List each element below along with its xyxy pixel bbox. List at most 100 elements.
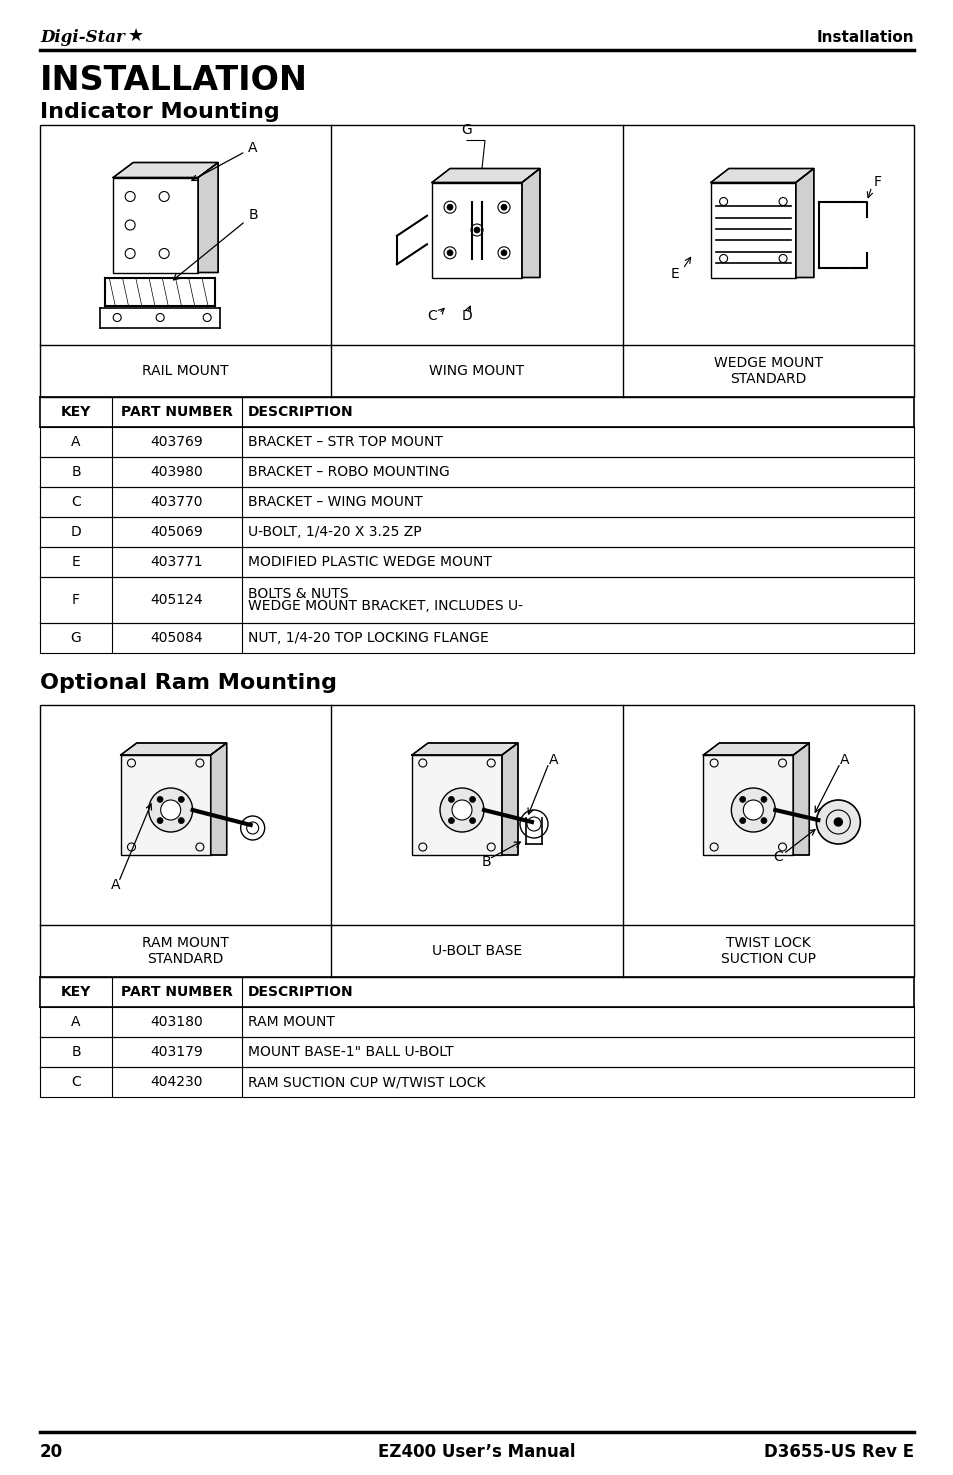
Text: C: C [773, 850, 782, 864]
Circle shape [739, 796, 745, 802]
Polygon shape [432, 168, 539, 183]
Text: B: B [71, 465, 81, 479]
Circle shape [178, 817, 184, 823]
Bar [40, 705, 913, 976]
Circle shape [731, 788, 775, 832]
Bar [702, 755, 793, 856]
Text: 403771: 403771 [151, 555, 203, 569]
Circle shape [160, 799, 180, 820]
Circle shape [439, 788, 483, 832]
Text: RAM MOUNT: RAM MOUNT [248, 1015, 335, 1030]
Bar [710, 183, 795, 277]
Text: PART NUMBER: PART NUMBER [121, 406, 233, 419]
Text: B: B [173, 208, 257, 280]
Text: MODIFIED PLASTIC WEDGE MOUNT: MODIFIED PLASTIC WEDGE MOUNT [248, 555, 492, 569]
Circle shape [519, 810, 547, 838]
Circle shape [178, 796, 184, 802]
Text: U-BOLT BASE: U-BOLT BASE [432, 944, 521, 957]
Bar [412, 755, 501, 856]
Polygon shape [412, 743, 517, 755]
Bar [113, 177, 198, 273]
Text: 403770: 403770 [151, 496, 203, 509]
Text: A: A [71, 1015, 81, 1030]
Polygon shape [702, 743, 808, 755]
Circle shape [739, 817, 745, 823]
Circle shape [452, 799, 472, 820]
Text: Digi-Star: Digi-Star [40, 30, 125, 47]
Circle shape [500, 249, 506, 255]
Circle shape [149, 788, 193, 832]
Polygon shape [113, 162, 218, 177]
Text: 20: 20 [40, 1443, 63, 1462]
Text: Optional Ram Mounting: Optional Ram Mounting [40, 673, 336, 693]
Text: B: B [481, 855, 491, 869]
Text: RAM MOUNT
STANDARD: RAM MOUNT STANDARD [142, 937, 229, 966]
Text: F: F [71, 593, 80, 608]
Text: WEDGE MOUNT
STANDARD: WEDGE MOUNT STANDARD [713, 355, 822, 386]
Text: Indicator Mounting: Indicator Mounting [40, 102, 279, 122]
Circle shape [742, 799, 762, 820]
Bar [120, 755, 211, 856]
Text: ★: ★ [128, 27, 144, 46]
Text: 403769: 403769 [151, 435, 203, 448]
Polygon shape [198, 162, 218, 273]
Text: A: A [548, 754, 558, 767]
Circle shape [816, 799, 860, 844]
Text: NUT, 1/4-20 TOP LOCKING FLANGE: NUT, 1/4-20 TOP LOCKING FLANGE [248, 631, 488, 645]
Text: BRACKET – STR TOP MOUNT: BRACKET – STR TOP MOUNT [248, 435, 442, 448]
Polygon shape [120, 743, 227, 755]
Polygon shape [710, 168, 813, 183]
Bar [432, 183, 521, 277]
Circle shape [447, 204, 453, 211]
Text: KEY: KEY [61, 406, 91, 419]
Text: G: G [71, 631, 81, 645]
Text: WING MOUNT: WING MOUNT [429, 364, 524, 378]
Text: D: D [71, 525, 81, 538]
Text: 403980: 403980 [151, 465, 203, 479]
Polygon shape [793, 743, 808, 855]
Text: D: D [461, 308, 472, 323]
Text: EZ400 User’s Manual: EZ400 User’s Manual [377, 1443, 576, 1462]
Text: RAIL MOUNT: RAIL MOUNT [142, 364, 229, 378]
Circle shape [469, 796, 476, 802]
Text: PART NUMBER: PART NUMBER [121, 985, 233, 999]
Text: RAM SUCTION CUP W/TWIST LOCK: RAM SUCTION CUP W/TWIST LOCK [248, 1075, 485, 1089]
Text: 403180: 403180 [151, 1015, 203, 1030]
Circle shape [448, 817, 454, 823]
Polygon shape [795, 168, 813, 277]
Text: 405124: 405124 [151, 593, 203, 608]
Circle shape [469, 817, 476, 823]
Text: G: G [461, 122, 472, 137]
Text: E: E [71, 555, 80, 569]
Text: BRACKET – WING MOUNT: BRACKET – WING MOUNT [248, 496, 422, 509]
Text: WEDGE MOUNT BRACKET, INCLUDES U-: WEDGE MOUNT BRACKET, INCLUDES U- [248, 599, 522, 614]
Text: C: C [427, 308, 436, 323]
Circle shape [448, 796, 454, 802]
Text: A: A [111, 878, 120, 892]
Circle shape [760, 817, 766, 823]
Circle shape [760, 796, 766, 802]
Text: BRACKET – ROBO MOUNTING: BRACKET – ROBO MOUNTING [248, 465, 449, 479]
Polygon shape [211, 743, 227, 855]
Text: B: B [71, 1044, 81, 1059]
Text: A: A [71, 435, 81, 448]
Circle shape [240, 816, 264, 839]
Text: A: A [192, 140, 257, 180]
Text: U-BOLT, 1/4-20 X 3.25 ZP: U-BOLT, 1/4-20 X 3.25 ZP [248, 525, 421, 538]
Text: F: F [873, 174, 881, 189]
Text: A: A [840, 754, 849, 767]
Text: 405084: 405084 [151, 631, 203, 645]
Text: DESCRIPTION: DESCRIPTION [248, 406, 354, 419]
Circle shape [157, 817, 163, 823]
Text: INSTALLATION: INSTALLATION [40, 63, 308, 96]
Bar [40, 125, 913, 397]
Text: MOUNT BASE-1" BALL U-BOLT: MOUNT BASE-1" BALL U-BOLT [248, 1044, 453, 1059]
Text: E: E [670, 267, 679, 282]
Text: D3655-US Rev E: D3655-US Rev E [763, 1443, 913, 1462]
Text: 404230: 404230 [151, 1075, 203, 1089]
Circle shape [500, 204, 506, 211]
Text: 403179: 403179 [151, 1044, 203, 1059]
Text: Installation: Installation [816, 31, 913, 46]
Text: C: C [71, 496, 81, 509]
Circle shape [157, 796, 163, 802]
